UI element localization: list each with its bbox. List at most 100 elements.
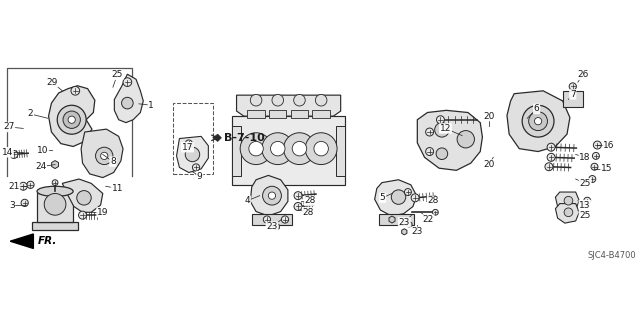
Circle shape [593, 141, 602, 149]
Circle shape [569, 83, 577, 90]
Text: 28: 28 [305, 196, 316, 205]
Circle shape [305, 133, 337, 165]
Text: 7: 7 [570, 90, 575, 99]
Circle shape [185, 140, 193, 147]
Circle shape [564, 208, 573, 217]
Text: 8: 8 [110, 157, 116, 166]
Bar [173, 103, 212, 174]
Text: 28: 28 [428, 196, 439, 205]
Circle shape [10, 151, 18, 159]
Polygon shape [556, 192, 579, 211]
Circle shape [27, 181, 34, 189]
Circle shape [591, 163, 598, 170]
Circle shape [123, 78, 132, 86]
Circle shape [52, 180, 58, 186]
Circle shape [436, 116, 444, 124]
Bar [248, 110, 265, 118]
Circle shape [411, 194, 419, 202]
Polygon shape [556, 204, 579, 223]
Circle shape [529, 112, 547, 130]
Polygon shape [237, 95, 340, 116]
Text: 12: 12 [440, 124, 451, 133]
Text: B-7-10: B-7-10 [224, 133, 265, 143]
Circle shape [57, 105, 86, 134]
Polygon shape [407, 221, 412, 228]
Polygon shape [81, 129, 123, 178]
Text: 3: 3 [9, 201, 15, 210]
Polygon shape [417, 110, 483, 170]
Text: 22: 22 [422, 215, 434, 224]
Circle shape [522, 105, 554, 137]
Text: 11: 11 [111, 184, 123, 193]
Polygon shape [374, 180, 417, 216]
Circle shape [282, 216, 289, 223]
Polygon shape [10, 234, 33, 249]
Polygon shape [62, 179, 103, 212]
Circle shape [545, 163, 553, 171]
Circle shape [185, 147, 200, 162]
Text: 10: 10 [37, 145, 49, 155]
Text: 2: 2 [28, 109, 33, 118]
Circle shape [534, 118, 541, 125]
Circle shape [95, 147, 113, 165]
Ellipse shape [37, 186, 73, 197]
Polygon shape [389, 216, 395, 223]
Text: 15: 15 [601, 164, 612, 174]
Circle shape [193, 164, 200, 171]
Bar [269, 110, 287, 118]
Circle shape [584, 197, 591, 204]
Circle shape [68, 116, 76, 123]
Circle shape [21, 199, 28, 206]
Polygon shape [402, 229, 407, 235]
Text: 1: 1 [148, 101, 154, 110]
Circle shape [316, 94, 327, 106]
Circle shape [292, 141, 307, 156]
Polygon shape [250, 175, 288, 216]
Bar [37, 193, 73, 222]
Text: 28: 28 [303, 208, 314, 217]
Text: 23: 23 [266, 222, 278, 231]
Circle shape [262, 186, 282, 205]
Text: 26: 26 [577, 70, 589, 79]
Bar [379, 214, 413, 225]
Text: 19: 19 [97, 208, 109, 217]
Text: 27: 27 [3, 122, 15, 131]
Circle shape [122, 97, 133, 109]
Text: 16: 16 [603, 141, 614, 150]
Circle shape [314, 141, 328, 156]
Circle shape [249, 141, 263, 156]
Circle shape [547, 153, 555, 161]
Polygon shape [177, 136, 209, 173]
Circle shape [77, 190, 92, 205]
Text: 14: 14 [2, 148, 13, 157]
Circle shape [593, 152, 600, 160]
Text: 20: 20 [483, 160, 495, 169]
Bar [252, 214, 292, 225]
Circle shape [404, 189, 412, 196]
Circle shape [426, 148, 433, 156]
Text: 21: 21 [8, 182, 20, 191]
Bar [563, 91, 583, 107]
Bar [32, 222, 78, 230]
Circle shape [240, 133, 272, 165]
Polygon shape [49, 86, 95, 146]
Circle shape [19, 182, 28, 190]
Circle shape [100, 152, 108, 160]
Bar [312, 110, 330, 118]
Circle shape [294, 203, 302, 211]
Circle shape [564, 197, 573, 205]
Circle shape [262, 133, 294, 165]
Circle shape [71, 86, 79, 95]
Text: 17: 17 [182, 143, 193, 152]
Text: 20: 20 [483, 112, 495, 121]
Circle shape [44, 194, 66, 215]
Bar [232, 125, 241, 176]
Circle shape [271, 141, 285, 156]
Circle shape [294, 192, 302, 200]
Text: 29: 29 [47, 78, 58, 87]
Circle shape [284, 133, 316, 165]
Text: FR.: FR. [38, 236, 57, 246]
Text: 25: 25 [579, 179, 591, 188]
Text: 24: 24 [35, 162, 46, 171]
Text: 23: 23 [411, 227, 422, 236]
